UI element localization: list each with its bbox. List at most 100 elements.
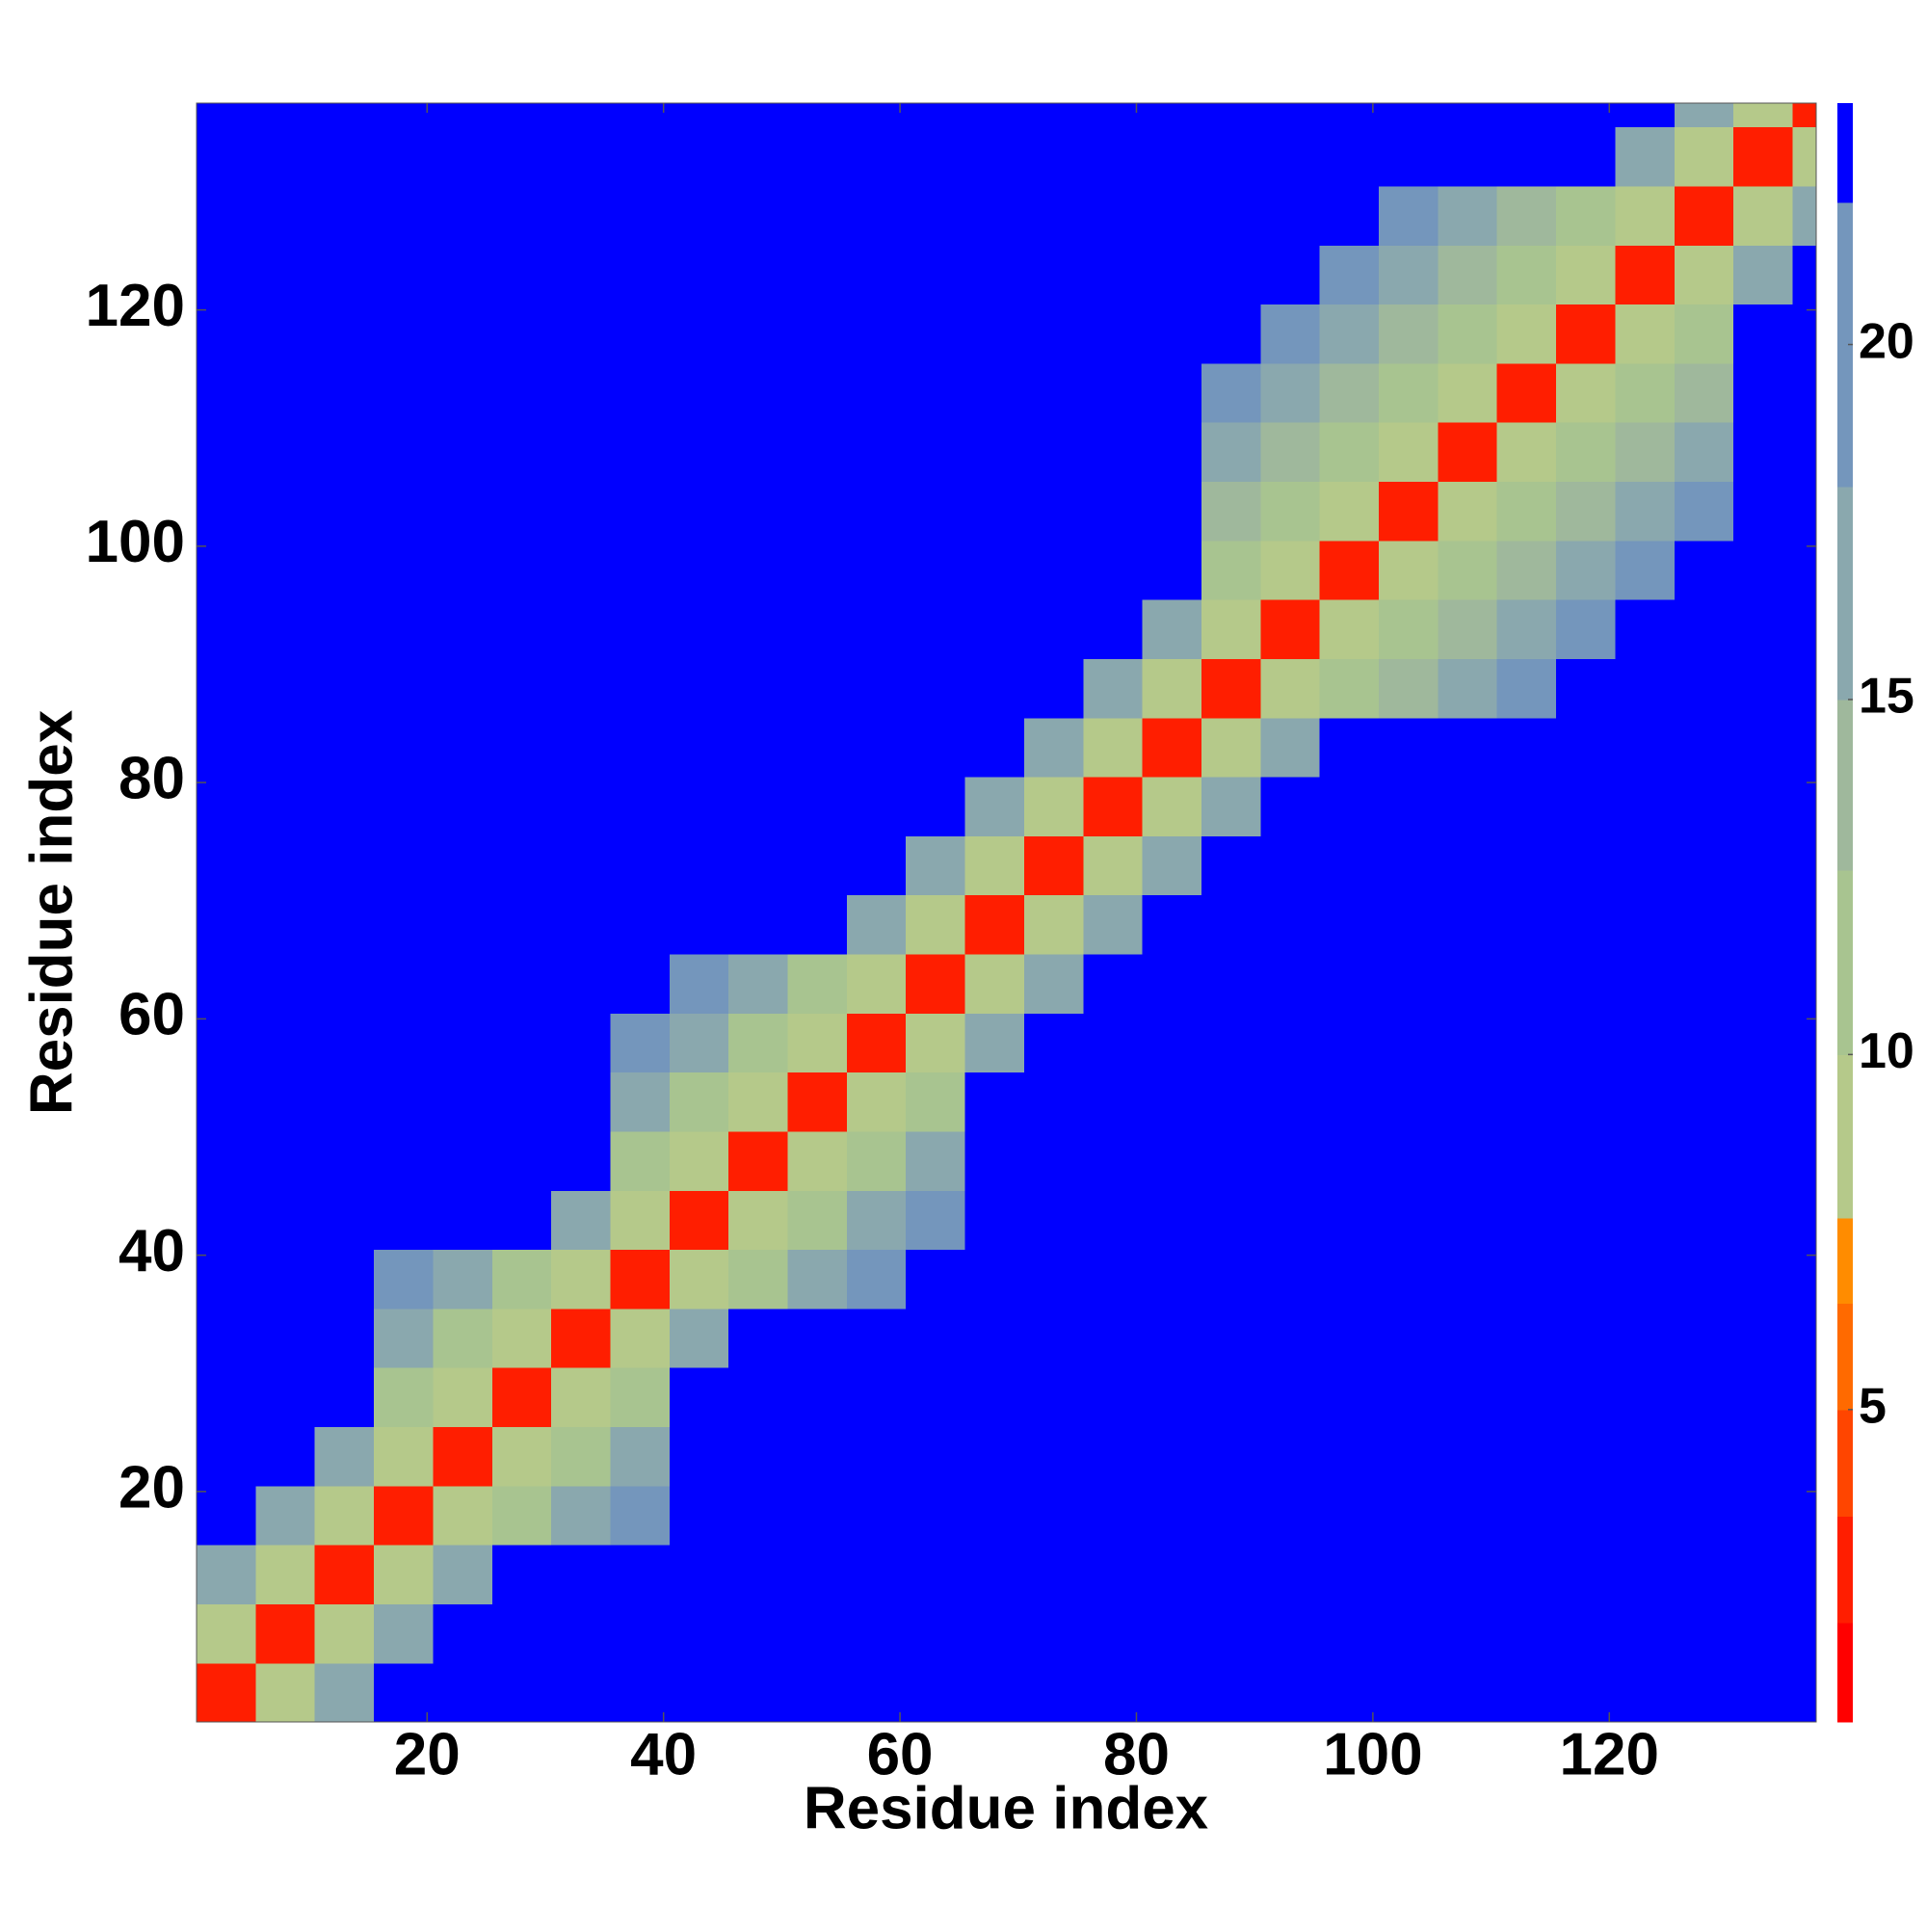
cell: [1615, 599, 1676, 659]
cell: [1674, 658, 1734, 719]
cell: [906, 776, 966, 836]
cell: [1733, 1603, 1794, 1664]
cell: [906, 1485, 966, 1546]
colorbar-band: [1837, 103, 1853, 203]
cell: [1023, 835, 1084, 896]
x-tick-label: 40: [630, 1721, 697, 1787]
cell: [610, 953, 671, 1014]
cell: [846, 362, 907, 423]
cell: [374, 894, 435, 955]
cell: [846, 103, 907, 128]
cell: [1792, 1013, 1817, 1073]
x-tick-label: 120: [1560, 1721, 1659, 1787]
cell: [1379, 1013, 1439, 1073]
cell: [846, 1603, 907, 1664]
cell: [255, 1603, 316, 1664]
cell: [197, 835, 256, 896]
cell: [491, 776, 552, 836]
cell: [1496, 1545, 1557, 1604]
cell: [1083, 540, 1144, 600]
cell: [1438, 1249, 1498, 1310]
cell: [1615, 422, 1676, 483]
cell: [1142, 953, 1202, 1014]
cell: [964, 126, 1025, 187]
cell: [1674, 1545, 1734, 1604]
cell: [669, 304, 729, 364]
cell: [1260, 1426, 1321, 1487]
colorbar-band: [1837, 1054, 1853, 1219]
cell: [846, 245, 907, 305]
cell: [374, 304, 435, 364]
cell: [1674, 540, 1734, 600]
cell: [1260, 1662, 1321, 1723]
cell: [1438, 1130, 1498, 1191]
cell: [1023, 540, 1084, 600]
cell: [906, 1130, 966, 1191]
colorbar-band: [1837, 1303, 1853, 1411]
cell: [314, 953, 375, 1014]
cell: [197, 1662, 256, 1723]
cell: [1023, 185, 1084, 246]
cell: [491, 481, 552, 542]
cell: [669, 1190, 729, 1251]
cell: [433, 1013, 493, 1073]
cell: [1615, 126, 1676, 187]
cell: [787, 103, 848, 128]
cell: [1201, 540, 1261, 600]
colorbar-band: [1837, 869, 1853, 1055]
cell: [846, 126, 907, 187]
cell: [1556, 776, 1617, 836]
cell: [610, 540, 671, 600]
cell: [1023, 1190, 1084, 1251]
cell: [551, 1426, 612, 1487]
cell: [846, 1662, 907, 1723]
cell: [1615, 481, 1676, 542]
cell: [1792, 1367, 1817, 1428]
cell: [669, 1603, 729, 1664]
cell: [1023, 422, 1084, 483]
cell: [964, 362, 1025, 423]
x-tick-label: 20: [394, 1721, 461, 1787]
cell: [374, 1130, 435, 1191]
cell: [1260, 1130, 1321, 1191]
cell: [197, 1190, 256, 1251]
cell: [433, 103, 493, 128]
cell: [1083, 1130, 1144, 1191]
cell: [491, 103, 552, 128]
cell: [374, 103, 435, 128]
cell: [964, 1072, 1025, 1132]
cell: [314, 126, 375, 187]
cell: [1319, 1426, 1380, 1487]
colorbar-band: [1837, 202, 1853, 488]
cell: [669, 185, 729, 246]
plot-frame: [196, 102, 1817, 1723]
cell: [1260, 422, 1321, 483]
cell: [491, 1603, 552, 1664]
cell: [1733, 1130, 1794, 1191]
cell: [255, 422, 316, 483]
cell: [669, 1308, 729, 1368]
cell: [906, 1426, 966, 1487]
cell: [1438, 1603, 1498, 1664]
cell: [1142, 481, 1202, 542]
cell: [1496, 362, 1557, 423]
cell: [491, 1662, 552, 1723]
cell: [1792, 658, 1817, 719]
cell: [1733, 1249, 1794, 1310]
cell: [1496, 540, 1557, 600]
cell: [1615, 1072, 1676, 1132]
cell: [433, 1545, 493, 1604]
cell: [1733, 103, 1794, 128]
cell: [964, 658, 1025, 719]
cell: [433, 1662, 493, 1723]
cell: [1379, 304, 1439, 364]
cell: [314, 1072, 375, 1132]
cell: [610, 362, 671, 423]
cell: [197, 1367, 256, 1428]
cell: [846, 1190, 907, 1251]
cell: [314, 304, 375, 364]
cell: [197, 1249, 256, 1310]
cell: [1201, 1485, 1261, 1546]
cell: [1319, 717, 1380, 778]
cell: [964, 1603, 1025, 1664]
